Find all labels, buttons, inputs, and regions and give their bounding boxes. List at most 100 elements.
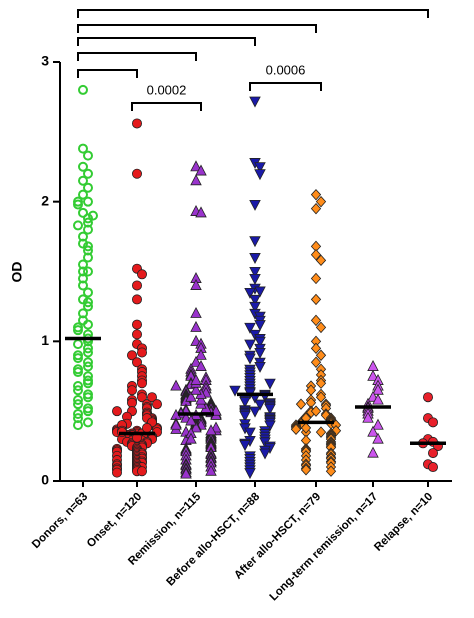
point [83, 343, 93, 354]
comparison-label: 0.0002 [147, 82, 187, 97]
point [170, 379, 182, 391]
point [190, 355, 202, 367]
point [244, 353, 256, 365]
point [427, 417, 438, 428]
point [136, 378, 147, 389]
point [78, 266, 88, 277]
point [315, 321, 327, 334]
point [83, 301, 93, 312]
point [310, 272, 322, 285]
point [372, 432, 384, 444]
point [78, 84, 88, 95]
point [83, 406, 93, 417]
point [78, 175, 88, 186]
point [131, 319, 142, 330]
point [88, 210, 98, 221]
point [310, 314, 322, 327]
point [83, 245, 93, 256]
x-tick-label: Donors, n=63 [30, 491, 90, 551]
comparison-bracket [77, 37, 256, 46]
x-tick-label: Relapse, n=10 [372, 491, 435, 554]
point [190, 383, 202, 395]
point [372, 418, 384, 430]
point [83, 266, 93, 277]
point [229, 385, 241, 397]
point [325, 465, 337, 477]
point [254, 399, 266, 411]
point [73, 199, 83, 210]
y-tick-label: 3 [41, 53, 49, 69]
point [78, 143, 88, 154]
comparison-bracket [249, 82, 322, 91]
point [83, 392, 93, 403]
point [83, 196, 93, 207]
point [78, 161, 88, 172]
point [83, 297, 93, 308]
point [249, 273, 261, 285]
point [83, 150, 93, 161]
point [112, 406, 123, 417]
point [239, 440, 251, 452]
point [244, 468, 256, 480]
point [141, 422, 152, 433]
point [83, 217, 93, 228]
point [190, 160, 202, 172]
point [195, 164, 207, 176]
point [422, 392, 433, 403]
point [195, 206, 207, 218]
point [83, 213, 93, 224]
point [254, 286, 266, 298]
point [205, 464, 217, 476]
point [249, 266, 261, 278]
point [73, 408, 83, 419]
point [315, 426, 327, 438]
point [127, 350, 138, 361]
point [310, 188, 322, 201]
point [185, 432, 197, 444]
point [131, 118, 142, 129]
point [244, 322, 256, 334]
point [73, 339, 83, 350]
point [195, 348, 207, 360]
point [78, 273, 88, 284]
point [73, 413, 83, 424]
point [73, 381, 83, 392]
comparison-bracket [77, 69, 138, 78]
point [185, 414, 197, 426]
point [83, 241, 93, 252]
point [131, 168, 142, 179]
point [185, 390, 197, 402]
point [190, 373, 202, 385]
point [264, 420, 276, 432]
point [249, 236, 261, 248]
point [249, 199, 261, 211]
point [244, 287, 256, 299]
point [244, 339, 256, 351]
point [254, 169, 266, 181]
point [367, 425, 379, 437]
x-tick-label: Onset, n=120 [85, 491, 144, 550]
point [83, 378, 93, 389]
point [254, 162, 266, 174]
point [427, 448, 438, 459]
point [190, 320, 202, 332]
point [195, 393, 207, 405]
point [239, 396, 251, 408]
point [83, 168, 93, 179]
point [367, 360, 379, 371]
point [83, 371, 93, 382]
point [131, 294, 142, 305]
point [83, 319, 93, 330]
y-tick-label: 0 [41, 472, 49, 488]
point [78, 259, 88, 270]
point [254, 348, 266, 359]
point [367, 446, 379, 458]
point [367, 369, 379, 381]
point [295, 398, 307, 410]
comparison-label: 0.0006 [266, 62, 306, 77]
point [372, 393, 384, 405]
point [310, 405, 322, 417]
y-tick-label: 2 [41, 192, 49, 208]
point [78, 231, 88, 242]
point [249, 294, 261, 306]
